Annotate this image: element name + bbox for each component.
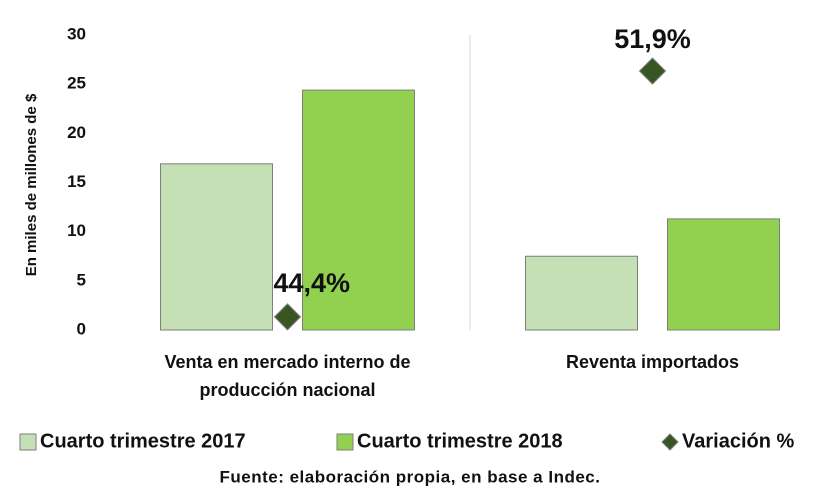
bar bbox=[302, 89, 415, 331]
marker bbox=[638, 57, 667, 85]
y-tick-label: 25 bbox=[67, 74, 86, 93]
x-tick-label-line: producción nacional bbox=[199, 380, 375, 400]
x-tick-label: Reventa importados bbox=[566, 352, 739, 372]
y-tick-label: 30 bbox=[67, 24, 86, 43]
legend-label: Variación % bbox=[682, 430, 794, 452]
bar bbox=[667, 218, 780, 331]
y-axis-label: En miles de millones de $ bbox=[23, 93, 40, 276]
legend-swatch bbox=[336, 433, 354, 451]
y-tick-label: 0 bbox=[77, 319, 86, 338]
legend-label: Cuarto trimestre 2017 bbox=[40, 430, 246, 452]
source: Fuente: elaboración propia, en base a In… bbox=[220, 467, 601, 486]
data-label: 44,4% bbox=[274, 268, 351, 298]
y-tick-label: 15 bbox=[67, 172, 86, 191]
data-label: 51,9% bbox=[614, 24, 691, 54]
bar bbox=[525, 255, 638, 331]
marker bbox=[273, 303, 302, 331]
x-tick-label: Venta en mercado interno de producción na… bbox=[164, 352, 410, 400]
legend-marker bbox=[661, 433, 679, 451]
legend-swatch bbox=[19, 433, 37, 451]
bar bbox=[160, 163, 273, 331]
x-tick-label-line: Venta en mercado interno de bbox=[164, 352, 410, 372]
legend-label: Cuarto trimestre 2018 bbox=[357, 430, 563, 452]
y-tick-label: 10 bbox=[67, 221, 86, 240]
y-tick-label: 5 bbox=[77, 270, 86, 289]
y-tick-label: 20 bbox=[67, 123, 86, 142]
